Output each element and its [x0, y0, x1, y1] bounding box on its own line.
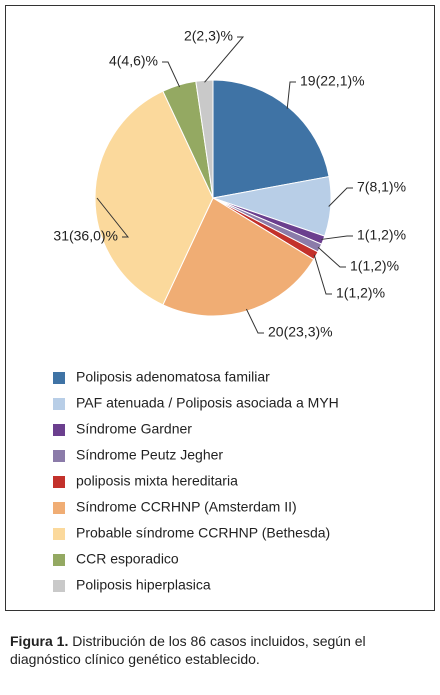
- legend-swatch: [53, 554, 65, 566]
- data-label: 7(8,1)%: [357, 179, 406, 195]
- legend-label: Probable síndrome CCRHNP (Bethesda): [76, 525, 330, 541]
- leader-line: [162, 61, 181, 88]
- pie-slice: [94, 90, 214, 306]
- figure-frame: [5, 5, 435, 611]
- legend-swatch: [53, 424, 65, 436]
- legend-swatch: [53, 476, 65, 488]
- legend-label: Síndrome CCRHNP (Amsterdam II): [76, 499, 297, 515]
- leader-line: [96, 197, 130, 238]
- leader-line: [317, 246, 346, 268]
- caption-label: Figura 1.: [10, 633, 69, 649]
- legend-label: poliposis mixta hereditaria: [76, 473, 238, 489]
- data-label: 19(22,1)%: [300, 73, 365, 89]
- legend-swatch: [53, 398, 65, 410]
- data-label: 1(1,2)%: [336, 285, 385, 301]
- caption-text: Distribución de los 86 casos incluidos, …: [10, 633, 366, 667]
- pie-slice: [195, 79, 214, 199]
- data-label: 2(2,3)%: [184, 28, 233, 44]
- legend-swatch: [53, 450, 65, 462]
- legend-label: PAF atenuada / Poliposis asociada a MYH: [76, 395, 339, 411]
- chart: 19(22,1)% 7(8,1)% 1(1,2)% 1(1,2)% 1(1,2)% 20(…: [53, 28, 406, 593]
- caption: Figura 1. Distribución de los 86 casos i…: [10, 632, 430, 668]
- legend-label: Poliposis hiperplasica: [76, 577, 211, 593]
- pie-slice: [212, 79, 330, 199]
- data-label: 1(1,2)%: [357, 227, 406, 243]
- leader-line: [245, 308, 264, 334]
- legend-swatch: [53, 580, 65, 592]
- data-label: 31(36,0)%: [53, 228, 118, 244]
- legend-swatch: [53, 528, 65, 540]
- data-label: 20(23,3)%: [268, 324, 333, 340]
- legend-swatch: [53, 502, 65, 514]
- legend-label: Síndrome Peutz Jegher: [76, 447, 223, 463]
- leader-line: [328, 187, 353, 207]
- leader-line: [204, 36, 245, 83]
- legend-label: Poliposis adenomatosa familiar: [76, 369, 270, 385]
- legend-label: CCR esporadico: [76, 551, 179, 567]
- leader-line: [313, 254, 332, 295]
- legend-swatch: [53, 372, 65, 384]
- data-label: 4(4,6)%: [109, 53, 158, 69]
- data-label: 1(1,2)%: [350, 258, 399, 274]
- legend-label: Síndrome Gardner: [76, 421, 192, 437]
- leader-line: [321, 235, 353, 240]
- leader-line: [286, 81, 296, 109]
